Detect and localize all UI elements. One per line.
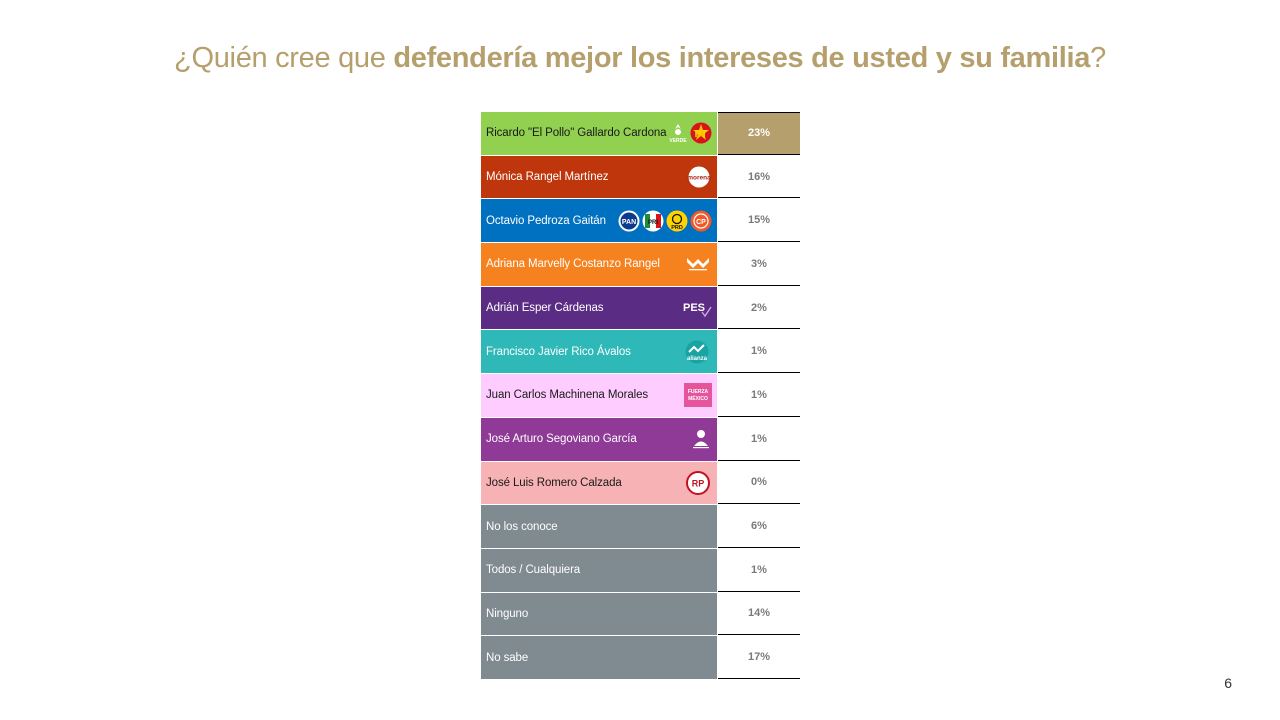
pt-logo: PT <box>690 122 712 144</box>
verde-logo: VERDE <box>668 121 688 145</box>
candidate-name: Adrián Esper Cárdenas <box>486 302 604 315</box>
candidate-name: Francisco Javier Rico Ávalos <box>486 345 631 358</box>
candidate-name: José Luis Romero Calzada <box>486 476 622 489</box>
mc-logo <box>684 254 712 274</box>
table-row: Octavio Pedroza Gaitán PAN PRI PRD CP 15% <box>481 199 800 244</box>
table-row: Adriana Marvelly Costanzo Rangel 3% <box>481 243 800 287</box>
pes-logo: PES <box>682 298 712 318</box>
candidate-cell: Mónica Rangel Martínez morena <box>481 155 717 199</box>
svg-text:RP: RP <box>692 478 705 488</box>
percentage-value: 14% <box>718 593 800 636</box>
pri-logo: PRI <box>642 210 664 232</box>
candidate-cell: Adrián Esper Cárdenas PES <box>481 286 717 330</box>
percentage-value: 2% <box>718 287 800 330</box>
svg-text:PES: PES <box>683 302 705 314</box>
party-logos: alianza <box>682 340 712 364</box>
percentage-value: 15% <box>718 199 800 243</box>
title-prefix: ¿Quién cree que <box>174 42 394 74</box>
svg-text:FUERZA: FUERZA <box>688 389 709 395</box>
svg-text:PRD: PRD <box>671 225 683 231</box>
party-logos <box>684 254 712 274</box>
candidate-cell: Adriana Marvelly Costanzo Rangel <box>481 243 717 286</box>
redes-sociales-logo <box>690 427 712 451</box>
candidate-name: Todos / Cualquiera <box>486 564 581 577</box>
table-row: Ricardo "El Pollo" Gallardo Cardona VERDE… <box>481 112 800 156</box>
morena-logo: morena <box>686 166 712 188</box>
svg-text:PT: PT <box>695 129 708 140</box>
svg-text:MÉXICO: MÉXICO <box>688 394 708 402</box>
pan-logo: PAN <box>618 210 640 232</box>
percentage-value: 6% <box>718 505 800 548</box>
percentage-value: 0% <box>718 462 800 505</box>
table-row: José Luis Romero Calzada RP 0% <box>481 461 800 506</box>
svg-text:PAN: PAN <box>622 219 636 226</box>
fuerza-mexico-logo: FUERZA MÉXICO <box>684 383 712 408</box>
table-row: José Arturo Segoviano García 1% <box>481 417 800 462</box>
candidate-name: No sabe <box>486 651 529 664</box>
percentage-value: 16% <box>718 156 800 199</box>
candidate-name: Ninguno <box>486 607 529 620</box>
table-row: No los conoce 6% <box>481 505 800 549</box>
candidate-cell: José Luis Romero Calzada RP <box>481 461 717 505</box>
candidate-cell: Ninguno <box>481 592 717 636</box>
candidate-name: No los conoce <box>486 520 558 533</box>
table-row: Adrián Esper Cárdenas PES 2% <box>481 286 800 331</box>
alianza-logo: alianza <box>682 340 712 364</box>
results-table: Ricardo "El Pollo" Gallardo Cardona VERDE… <box>481 112 800 680</box>
party-logos: RP <box>684 470 712 495</box>
table-row: Francisco Javier Rico Ávalos alianza 1% <box>481 330 800 375</box>
rsp-logo: RP <box>684 470 712 495</box>
percentage-value: 3% <box>718 243 800 286</box>
party-logos <box>690 427 712 451</box>
cp-logo: CP <box>690 210 712 232</box>
svg-text:morena: morena <box>687 175 711 182</box>
chart-title: ¿Quién cree que defendería mejor los int… <box>0 42 1280 75</box>
prd-logo: PRD <box>666 210 688 232</box>
candidate-name: Ricardo "El Pollo" Gallardo Cardona <box>486 127 667 140</box>
candidate-cell: No los conoce <box>481 505 717 548</box>
party-logos: morena <box>686 166 712 188</box>
candidate-name: Mónica Rangel Martínez <box>486 171 609 184</box>
percentage-value: 1% <box>718 418 800 461</box>
table-row: Ninguno 14% <box>481 592 800 637</box>
candidate-cell: Todos / Cualquiera <box>481 548 717 592</box>
candidate-cell: Juan Carlos Machinena Morales FUERZA MÉXIC… <box>481 374 717 417</box>
party-logos: FUERZA MÉXICO <box>684 383 712 408</box>
candidate-cell: No sabe <box>481 636 717 679</box>
percentage-value: 23% <box>718 112 800 155</box>
candidate-cell: José Arturo Segoviano García <box>481 417 717 461</box>
candidate-name: Octavio Pedroza Gaitán <box>486 214 606 227</box>
party-logos: PAN PRI PRD CP <box>618 210 712 232</box>
candidate-name: José Arturo Segoviano García <box>486 433 637 446</box>
percentage-value: 1% <box>718 374 800 417</box>
page-number: 6 <box>1224 675 1232 691</box>
table-row: Juan Carlos Machinena Morales FUERZA MÉXIC… <box>481 374 800 418</box>
percentage-value: 17% <box>718 636 800 679</box>
title-bold: defendería mejor los intereses de usted … <box>393 42 1091 74</box>
candidate-cell: Octavio Pedroza Gaitán PAN PRI PRD CP <box>481 199 717 243</box>
party-logos: VERDE PT <box>668 121 712 145</box>
candidate-name: Adriana Marvelly Costanzo Rangel <box>486 258 660 271</box>
svg-text:VERDE: VERDE <box>669 138 687 144</box>
candidate-cell: Francisco Javier Rico Ávalos alianza <box>481 330 717 374</box>
table-row: Todos / Cualquiera 1% <box>481 548 800 593</box>
svg-text:CP: CP <box>696 219 706 226</box>
party-logos: PES <box>682 298 712 318</box>
svg-text:PRI: PRI <box>648 220 658 226</box>
percentage-value: 1% <box>718 330 800 374</box>
table-row: No sabe 17% <box>481 636 800 680</box>
svg-text:alianza: alianza <box>687 356 708 362</box>
candidate-cell: Ricardo "El Pollo" Gallardo Cardona VERDE… <box>481 112 717 155</box>
table-row: Mónica Rangel Martínez morena 16% <box>481 155 800 200</box>
percentage-value: 1% <box>718 549 800 592</box>
candidate-name: Juan Carlos Machinena Morales <box>486 389 649 402</box>
title-suffix: ? <box>1090 42 1106 74</box>
